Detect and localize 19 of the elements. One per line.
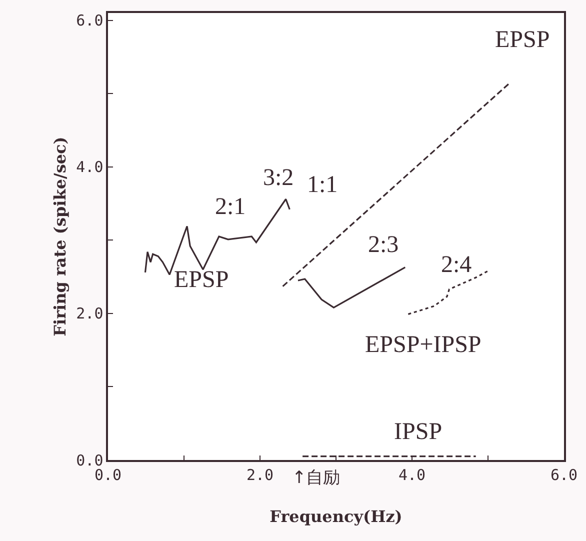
annotation: EPSP+IPSP (365, 332, 482, 358)
y-axis-title: Firing rate (spike/sec) (50, 136, 70, 336)
text: ↑自励 (292, 468, 340, 488)
y-tick-label: 4.0 (76, 158, 104, 176)
annotation: EPSP (174, 267, 229, 293)
annotation: 2:3 (368, 232, 399, 258)
annotation: 3:2 (263, 165, 294, 191)
annotation: 1:1 (307, 172, 338, 198)
x-tick-label: 6.0 (550, 466, 578, 484)
annotation: EPSP (495, 27, 550, 53)
y-tick-label: 2.0 (76, 304, 104, 323)
x-axis-title: Frequency(Hz) (270, 506, 402, 526)
annotation: 2:1 (215, 194, 246, 220)
annotation: IPSP (394, 419, 442, 445)
line-series (297, 266, 406, 308)
annotation: 2:4 (441, 252, 472, 278)
x-tick-label: 4.0 (398, 466, 426, 484)
y-tick-label: 6.0 (76, 12, 104, 30)
x-tick-label: 2.0 (246, 466, 274, 484)
